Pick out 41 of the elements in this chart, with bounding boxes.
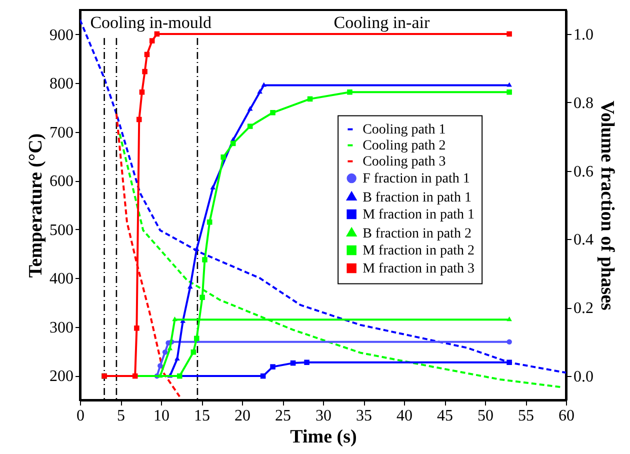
y-axis-title: Temperature (°C): [26, 133, 46, 278]
y2-tick-label: 0.4: [574, 232, 594, 249]
annotation: Cooling in-mould: [90, 13, 212, 32]
x-tick-label: 45: [437, 408, 453, 424]
legend-label: M fraction in path 3: [362, 261, 475, 276]
legend-label: Cooling path 3: [362, 154, 446, 170]
y-tick-label: 900: [50, 26, 74, 44]
x-tick-label: 15: [194, 408, 210, 424]
y2-tick-label: 1.0: [574, 26, 594, 44]
legend-label: Cooling path 2: [362, 138, 446, 154]
x-tick-label: 50: [478, 408, 494, 424]
legend-label: Cooling path 1: [362, 122, 446, 138]
x-tick-label: 40: [396, 408, 412, 424]
y-tick-label: 600: [50, 173, 74, 190]
x-tick-label: 5: [117, 408, 125, 424]
x-tick-label: 55: [518, 408, 534, 424]
legend-label: F fraction in path 1: [362, 171, 470, 186]
x-tick-label: 20: [234, 408, 250, 424]
y2-axis-title: Volume fraction of phases: [596, 100, 618, 310]
x-tick-label: 25: [275, 408, 291, 424]
y-tick-label: 500: [50, 222, 74, 239]
legend-label: M fraction in path 1: [362, 207, 475, 222]
legend-label: B fraction in path 1: [362, 190, 472, 206]
y2-tick-label: 0.2: [574, 300, 594, 318]
legend-label: B fraction in path 2: [362, 226, 472, 242]
y-tick-label: 300: [50, 319, 74, 336]
y2-tick-label: 0.8: [574, 94, 594, 112]
y2-tick-label: 0.6: [574, 163, 594, 180]
x-axis-title: Time (s): [290, 426, 357, 448]
y-tick-label: 800: [50, 76, 74, 93]
x-tick-label: 10: [154, 408, 170, 424]
x-tick-label: 30: [316, 408, 332, 424]
x-tick-label: 35: [356, 408, 372, 424]
y-tick-label: 200: [50, 368, 74, 386]
annotation: Cooling in-air: [334, 13, 430, 32]
x-tick-label: 0: [76, 408, 84, 424]
x-tick-label: 60: [558, 408, 574, 424]
y-tick-label: 400: [50, 270, 74, 288]
y2-tick-label: 0.0: [574, 368, 594, 386]
y-tick-label: 700: [50, 124, 74, 142]
legend-label: M fraction in path 2: [362, 243, 475, 258]
